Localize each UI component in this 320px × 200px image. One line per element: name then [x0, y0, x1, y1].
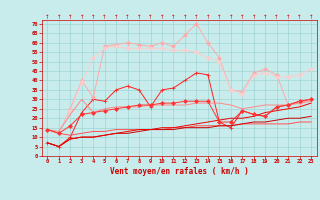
X-axis label: Vent moyen/en rafales ( km/h ): Vent moyen/en rafales ( km/h ) — [110, 167, 249, 176]
